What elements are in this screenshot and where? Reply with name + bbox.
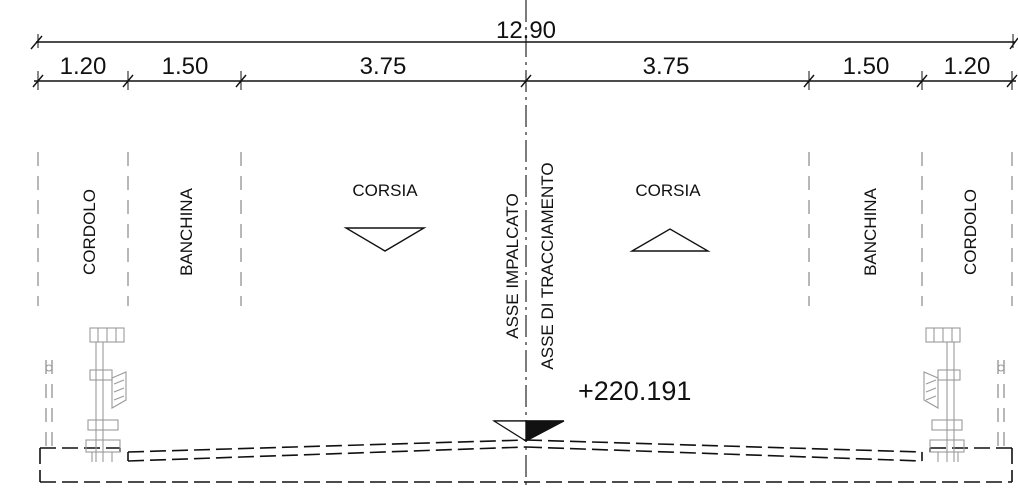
asse-tracciamento-label: ASSE DI TRACCIAMENTO bbox=[538, 162, 557, 369]
dimension-segment-1: 1.20 bbox=[60, 53, 107, 80]
segment-dimensions: 1.20 1.50 3.75 3.75 1.50 1.20 bbox=[32, 53, 1018, 90]
dimension-segment-6: 1.20 bbox=[944, 53, 991, 80]
left-corsia-label: CORSIA bbox=[352, 181, 418, 200]
left-safety-barrier bbox=[45, 327, 127, 462]
left-cordolo-label: CORDOLO bbox=[80, 189, 99, 275]
dimension-segment-4: 3.75 bbox=[643, 53, 690, 80]
asse-impalcato-label: ASSE IMPALCATO bbox=[503, 193, 522, 339]
deck-slab-outline bbox=[39, 439, 1013, 483]
overall-dimension: 12.90 bbox=[30, 17, 1018, 50]
dimension-segment-2: 1.50 bbox=[162, 53, 209, 80]
right-banchina-label: BANCHINA bbox=[861, 187, 880, 276]
right-safety-barrier bbox=[923, 327, 1005, 462]
right-cordolo-label: CORDOLO bbox=[961, 189, 980, 275]
elevation-marker-icon bbox=[491, 420, 565, 443]
dimension-segment-3: 3.75 bbox=[360, 53, 407, 80]
zone-separators bbox=[37, 152, 1013, 306]
up-direction-triangle bbox=[629, 228, 711, 252]
right-corsia-label: CORSIA bbox=[635, 181, 701, 200]
left-banchina-label: BANCHINA bbox=[177, 187, 196, 276]
elevation-label: +220.191 bbox=[578, 376, 691, 406]
down-direction-triangle bbox=[343, 227, 427, 252]
dimension-segment-5: 1.50 bbox=[843, 53, 890, 80]
